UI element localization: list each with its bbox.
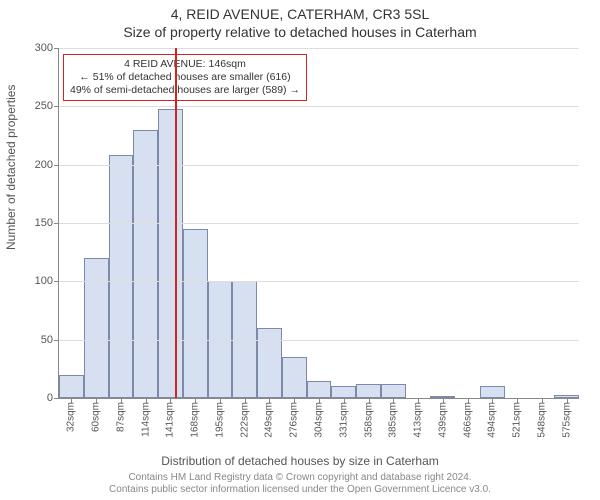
- ytick-mark: [54, 165, 59, 166]
- bar: [183, 229, 208, 398]
- ytick-label: 50: [41, 334, 53, 346]
- ytick-mark: [54, 106, 59, 107]
- xtick-label: 222sqm: [239, 402, 250, 438]
- title-address: 4, REID AVENUE, CATERHAM, CR3 5SL: [0, 6, 600, 22]
- gridline: [59, 48, 579, 49]
- xtick-label: 249sqm: [264, 402, 275, 438]
- gridline: [59, 281, 579, 282]
- ytick-mark: [54, 48, 59, 49]
- xtick-label: 358sqm: [363, 402, 374, 438]
- annotation-box: 4 REID AVENUE: 146sqm ← 51% of detached …: [63, 54, 307, 101]
- ytick-label: 150: [35, 217, 53, 229]
- xtick-label: 168sqm: [190, 402, 201, 438]
- bar: [158, 109, 183, 398]
- bar: [84, 258, 109, 398]
- xtick-label: 141sqm: [165, 402, 176, 438]
- xtick-label: 276sqm: [289, 402, 300, 438]
- y-axis-label: Number of detached properties: [4, 85, 18, 250]
- bar: [257, 328, 282, 398]
- xtick-label: 32sqm: [66, 402, 77, 432]
- annotation-line3: 49% of semi-detached houses are larger (…: [70, 84, 300, 97]
- gridline: [59, 340, 579, 341]
- x-axis-label: Distribution of detached houses by size …: [0, 454, 600, 468]
- xtick-label: 466sqm: [462, 402, 473, 438]
- xtick-label: 494sqm: [487, 402, 498, 438]
- bar: [356, 384, 381, 398]
- xtick-label: 439sqm: [437, 402, 448, 438]
- title-subtitle: Size of property relative to detached ho…: [0, 24, 600, 40]
- bar: [381, 384, 406, 398]
- xtick-label: 548sqm: [536, 402, 547, 438]
- xtick-label: 60sqm: [91, 402, 102, 432]
- xtick-label: 521sqm: [512, 402, 523, 438]
- xtick-label: 331sqm: [338, 402, 349, 438]
- xtick-label: 114sqm: [140, 402, 151, 437]
- footer-line2: Contains public sector information licen…: [0, 484, 600, 496]
- ytick-mark: [54, 340, 59, 341]
- bar: [480, 386, 505, 398]
- annotation-line2: ← 51% of detached houses are smaller (61…: [70, 71, 300, 84]
- footer-line1: Contains HM Land Registry data © Crown c…: [0, 472, 600, 484]
- annotation-line1: 4 REID AVENUE: 146sqm: [70, 58, 300, 71]
- ytick-label: 250: [35, 100, 53, 112]
- bar: [133, 130, 158, 398]
- bar: [109, 155, 134, 398]
- gridline: [59, 223, 579, 224]
- ytick-mark: [54, 223, 59, 224]
- bar: [331, 386, 356, 398]
- bar: [282, 357, 307, 398]
- xtick-label: 413sqm: [413, 402, 424, 438]
- marker-line: [175, 48, 177, 398]
- plot-area: 4 REID AVENUE: 146sqm ← 51% of detached …: [58, 48, 579, 399]
- ytick-label: 0: [47, 392, 53, 404]
- xtick-label: 304sqm: [314, 402, 325, 438]
- gridline: [59, 106, 579, 107]
- xtick-label: 575sqm: [561, 402, 572, 438]
- xtick-label: 87sqm: [115, 402, 126, 432]
- bar: [307, 381, 332, 399]
- bar: [59, 375, 84, 398]
- ytick-label: 200: [35, 159, 53, 171]
- gridline: [59, 165, 579, 166]
- ytick-mark: [54, 398, 59, 399]
- ytick-label: 100: [35, 275, 53, 287]
- footer: Contains HM Land Registry data © Crown c…: [0, 472, 600, 496]
- ytick-label: 300: [35, 42, 53, 54]
- chart-container: 4, REID AVENUE, CATERHAM, CR3 5SL Size o…: [0, 0, 600, 500]
- xtick-label: 385sqm: [388, 402, 399, 438]
- xtick-label: 195sqm: [214, 402, 225, 438]
- ytick-mark: [54, 281, 59, 282]
